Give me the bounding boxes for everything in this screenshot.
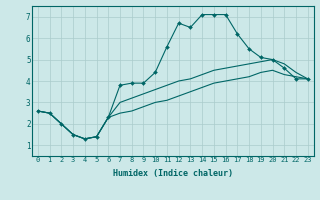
X-axis label: Humidex (Indice chaleur): Humidex (Indice chaleur)	[113, 169, 233, 178]
